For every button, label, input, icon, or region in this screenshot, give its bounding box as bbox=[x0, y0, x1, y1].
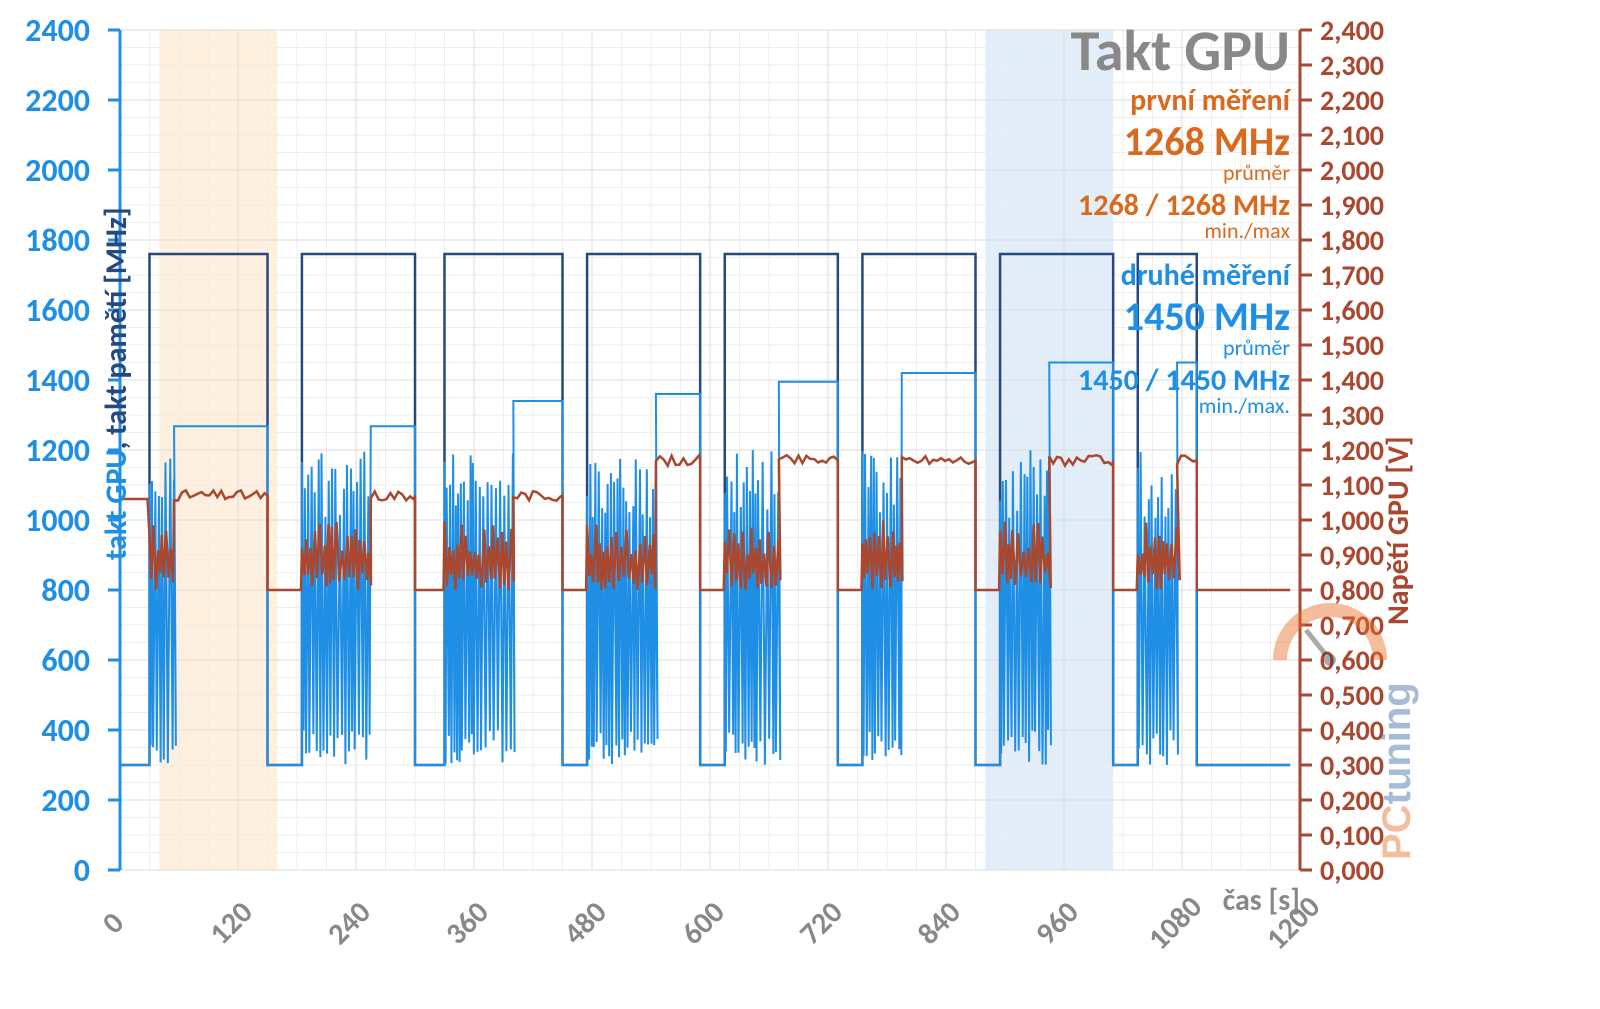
ytick-right-label: 1,600 bbox=[1320, 293, 1384, 328]
ytick-right-label: 1,000 bbox=[1320, 503, 1384, 538]
ytick-left-label: 2000 bbox=[25, 151, 90, 190]
ytick-left-label: 1200 bbox=[25, 431, 90, 470]
ytick-right-label: 2,000 bbox=[1320, 153, 1384, 188]
stats-second-minmax-label: min./max. bbox=[1199, 392, 1290, 419]
ytick-right-label: 0,800 bbox=[1320, 573, 1384, 608]
ytick-right-label: 1,200 bbox=[1320, 433, 1384, 468]
ytick-right-label: 1,500 bbox=[1320, 328, 1384, 363]
watermark-text: PCtuning bbox=[1375, 682, 1419, 860]
ytick-left-label: 200 bbox=[41, 781, 90, 820]
ytick-right-label: 1,800 bbox=[1320, 223, 1384, 258]
ytick-right-label: 1,900 bbox=[1320, 188, 1384, 223]
ytick-right-label: 1,400 bbox=[1320, 363, 1384, 398]
y-axis-right-label: Napětí GPU [V] bbox=[1380, 436, 1417, 625]
ytick-left-label: 0 bbox=[74, 851, 90, 890]
stats-second-avg-label: průměr bbox=[1223, 334, 1290, 361]
ytick-left-label: 1000 bbox=[25, 501, 90, 540]
ytick-left-label: 600 bbox=[41, 641, 90, 680]
stats-first-avg-label: průměr bbox=[1223, 159, 1290, 186]
ytick-right-label: 1,300 bbox=[1320, 398, 1384, 433]
svg-text:takt GPU, takt pamětí [MHz]: takt GPU, takt pamětí [MHz] bbox=[98, 207, 135, 560]
ytick-right-label: 2,200 bbox=[1320, 83, 1384, 118]
ytick-left-label: 1800 bbox=[25, 221, 90, 260]
ytick-right-label: 2,100 bbox=[1320, 118, 1384, 153]
y-axis-left-label: takt GPU, takt pamětí [MHz] bbox=[98, 207, 135, 560]
ytick-left-label: 2400 bbox=[25, 11, 90, 50]
stats-first-minmax-label: min./max bbox=[1204, 217, 1290, 244]
ytick-left-label: 2200 bbox=[25, 81, 90, 120]
ytick-right-label: 1,100 bbox=[1320, 468, 1384, 503]
ytick-left-label: 1400 bbox=[25, 361, 90, 400]
ytick-left-label: 1600 bbox=[25, 291, 90, 330]
svg-text:Napětí GPU [V]: Napětí GPU [V] bbox=[1380, 436, 1417, 625]
stats-first-heading: první měření bbox=[1130, 82, 1292, 119]
ytick-left-label: 800 bbox=[41, 571, 90, 610]
ytick-left-label: 400 bbox=[41, 711, 90, 750]
ytick-right-label: 2,300 bbox=[1320, 48, 1384, 83]
x-axis-label: čas [s] bbox=[1223, 882, 1300, 919]
ytick-right-label: 0,900 bbox=[1320, 538, 1384, 573]
chart-title: Takt GPU bbox=[1071, 15, 1290, 86]
ytick-right-label: 2,400 bbox=[1320, 13, 1384, 48]
stats-second-heading: druhé měření bbox=[1121, 257, 1292, 294]
chart-svg: 0 200 400 600 800 1000 1200 1400 1600 1800 2000 220… bbox=[0, 0, 1600, 1009]
ytick-right-label: 1,700 bbox=[1320, 258, 1384, 293]
chart-container: 0 200 400 600 800 1000 1200 1400 1600 1800 2000 220… bbox=[0, 0, 1600, 1009]
